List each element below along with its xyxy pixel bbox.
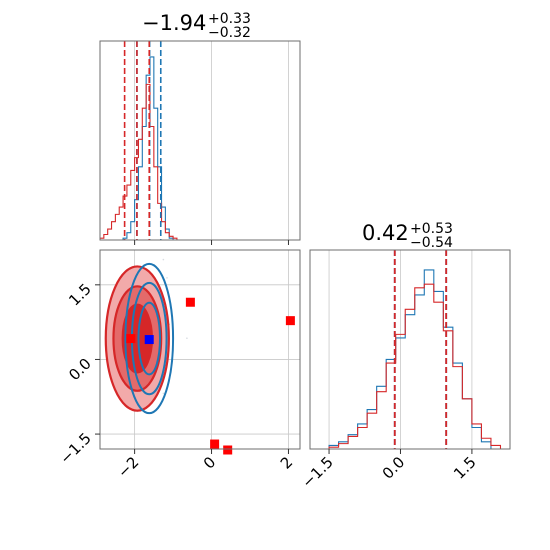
param1-marginal-panel: −1.94 +0.33 −0.32 [99,11,301,245]
joint-marker-red [285,316,295,326]
joint-xtick-label: 0 [200,453,219,472]
joint-ytick-label: 0.0 [65,355,95,385]
param2-xtick-label: −1.5 [298,453,336,491]
param1-marginal-ticks [134,240,289,245]
joint-marker-red [223,445,233,455]
joint-sample-point [85,304,87,306]
param1-histogram-red [100,83,181,240]
param2-histogram-red [328,283,502,449]
param1-marginal-frame [99,40,301,241]
joint-marker-red [210,439,220,449]
param2-title-lower: −0.54 [410,235,453,251]
param1-quantile-lines [123,41,162,240]
joint-contour-blue [124,262,175,415]
param2-marginal-frame [309,249,511,450]
param1-title-upper: +0.33 [208,11,251,27]
joint-contours [104,262,175,415]
joint-marker-red [185,297,195,307]
joint-ytick-label: 1.5 [65,280,95,310]
joint-sample-point [162,258,165,261]
joint-ticks: −2 0 2 −1.5 0.0 1.5 [56,280,296,482]
joint-contour-blue [137,301,162,376]
param2-title-upper: +0.53 [410,221,453,237]
joint-sample-point [186,337,188,340]
joint-sample-point [138,458,140,460]
joint-xtick-label: −2 [114,453,142,481]
joint-xtick-label: 2 [277,453,296,472]
param2-histograms [328,269,502,449]
param1-histograms [100,56,181,240]
param2-xtick-label: 1.5 [450,453,480,483]
param2-xtick-label: 0.0 [379,453,409,483]
joint-frame [99,249,301,450]
param2-quantile-lines [393,250,448,449]
joint-marker-red [126,334,136,344]
joint-markers [126,297,295,455]
param1-title-lower: −0.32 [208,25,251,41]
joint-panel: −2 0 2 −1.5 0.0 1.5 [56,249,301,482]
joint-ytick-label: −1.5 [56,429,94,467]
joint-sample-point [162,392,165,395]
joint-sample-point [166,277,168,279]
param2-gridlines [328,250,473,449]
joint-marker-blue [144,335,154,345]
param2-histogram-blue [328,269,492,449]
param2-ticks: −1.5 0.0 1.5 [298,449,480,492]
param2-marginal-panel: −1.5 0.0 1.5 0.42 +0.53 −0.54 [298,221,511,492]
param1-title: −1.94 [142,11,206,35]
param1-histogram-blue [119,56,174,240]
param2-title: 0.42 [362,221,409,245]
